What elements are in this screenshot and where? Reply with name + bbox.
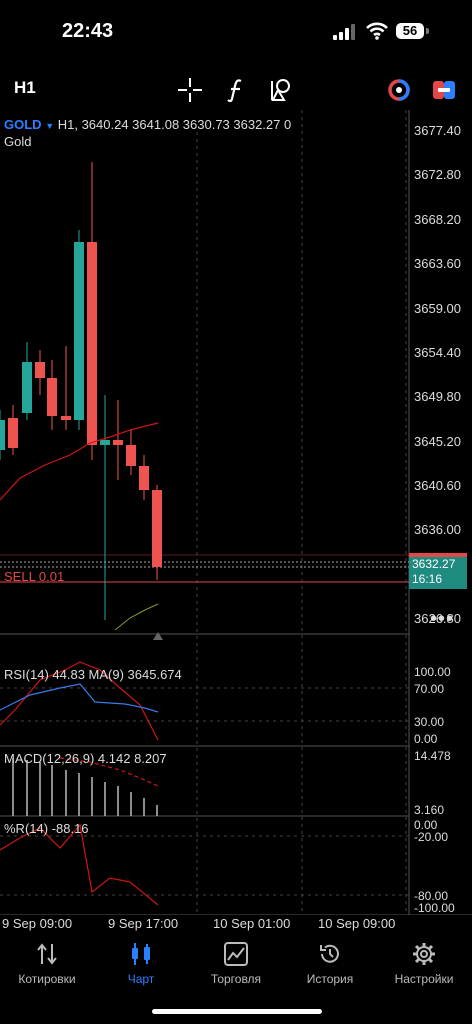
nav-quotes[interactable]: Котировки bbox=[0, 940, 94, 992]
macd-title: MACD(12,26,9) 4.142 8.207 bbox=[4, 751, 167, 766]
rsi-level: 0.00 bbox=[414, 732, 438, 746]
candle-body bbox=[0, 420, 5, 450]
moving-average-line bbox=[0, 422, 159, 501]
rsi-level: 70.00 bbox=[414, 682, 445, 696]
trade-icon bbox=[224, 942, 248, 966]
chart-icon bbox=[132, 943, 150, 965]
wpr-title: %R(14) -88.16 bbox=[4, 821, 89, 836]
symbol-description: Gold bbox=[4, 134, 32, 149]
candle-body bbox=[74, 242, 84, 420]
price-axis-label: 3663.60 bbox=[414, 256, 461, 271]
battery-tip bbox=[426, 28, 429, 34]
indicator-line bbox=[114, 603, 159, 631]
price-chart[interactable] bbox=[0, 110, 472, 915]
candle-body bbox=[87, 242, 97, 445]
price-axis-label: 3626.80 bbox=[414, 611, 461, 626]
macd-level: 14.478 bbox=[414, 749, 451, 763]
candle-body bbox=[139, 466, 149, 490]
ohlc-values: H1, 3640.24 3641.08 3630.73 3632.27 0 bbox=[57, 117, 292, 132]
time-axis-label: 10 Sep 01:00 bbox=[213, 916, 291, 931]
wpr-level: -20.00 bbox=[414, 830, 449, 844]
candle-body bbox=[47, 378, 57, 416]
nav-settings[interactable]: Настройки bbox=[377, 940, 471, 992]
current-price: 3632.27 bbox=[412, 557, 456, 571]
crosshair-icon[interactable] bbox=[178, 78, 202, 102]
nav-label: История bbox=[306, 972, 354, 986]
quotes-icon bbox=[37, 943, 57, 965]
current-price-marker: 3632.27 16:16 bbox=[409, 557, 467, 589]
time-axis-label: 9 Sep 09:00 bbox=[2, 916, 73, 931]
price-axis-label: 3672.80 bbox=[414, 167, 461, 182]
rsi-line bbox=[0, 661, 159, 741]
nav-trade[interactable]: Торговля bbox=[189, 940, 283, 992]
settings-icon bbox=[413, 943, 435, 965]
price-axis-label: 3668.20 bbox=[414, 212, 461, 227]
status-time: 22:43 bbox=[62, 20, 114, 42]
cellular-signal-icon bbox=[333, 24, 355, 40]
home-indicator bbox=[152, 1009, 322, 1014]
candle-body bbox=[126, 445, 136, 466]
rsi-ma-line bbox=[0, 683, 159, 713]
nav-label: Торговля bbox=[210, 972, 262, 986]
price-axis-label: 3640.60 bbox=[414, 478, 461, 493]
macd-level: 3.160 bbox=[414, 803, 445, 817]
nav-chart[interactable]: Чарт bbox=[94, 940, 188, 992]
price-axis-label: 3645.20 bbox=[414, 434, 461, 449]
time-axis-label: 9 Sep 17:00 bbox=[108, 916, 179, 931]
symbol-dropdown-icon[interactable]: ▼ bbox=[45, 121, 55, 131]
wifi-icon bbox=[366, 22, 388, 40]
candle-body bbox=[152, 490, 162, 567]
symbol-info: GOLD ▼ H1, 3640.24 3641.08 3630.73 3632.… bbox=[4, 117, 291, 132]
nav-label: Настройки bbox=[394, 972, 454, 986]
time-axis-label: 10 Sep 09:00 bbox=[318, 916, 396, 931]
symbol-name[interactable]: GOLD bbox=[4, 117, 42, 132]
new-order-icon[interactable] bbox=[432, 80, 456, 100]
sell-position-label[interactable]: SELL 0.01 bbox=[4, 569, 65, 584]
objects-icon[interactable] bbox=[270, 78, 294, 102]
price-axis-label: 3636.00 bbox=[414, 522, 461, 537]
price-axis-label: 3659.00 bbox=[414, 301, 461, 316]
triangle-marker bbox=[153, 632, 163, 640]
battery-icon: 56 bbox=[396, 23, 424, 39]
more-icon[interactable]: ••• bbox=[430, 608, 455, 630]
one-click-trading-icon[interactable] bbox=[388, 79, 410, 101]
rsi-level: 30.00 bbox=[414, 715, 445, 729]
wpr-level: -100.00 bbox=[414, 901, 455, 915]
williams-r-line bbox=[0, 823, 159, 906]
timeframe-button[interactable]: H1 bbox=[14, 78, 36, 97]
bar-countdown: 16:16 bbox=[412, 572, 443, 586]
nav-history[interactable]: История bbox=[283, 940, 377, 992]
candle-body bbox=[100, 440, 110, 445]
wpr-level: -80.00 bbox=[414, 889, 449, 903]
candle-body bbox=[22, 362, 32, 413]
nav-label: Чарт bbox=[127, 972, 155, 986]
price-axis-label: 3654.40 bbox=[414, 345, 461, 360]
rsi-level: 100.00 bbox=[414, 665, 451, 679]
nav-label: Котировки bbox=[18, 972, 76, 986]
candle-body bbox=[61, 416, 71, 420]
candle-body bbox=[8, 418, 18, 448]
candle-body bbox=[35, 362, 45, 378]
indicators-icon[interactable] bbox=[226, 77, 246, 103]
rsi-title: RSI(14) 44.83 MA(9) 3645.674 bbox=[4, 667, 182, 682]
candle-body bbox=[113, 440, 123, 445]
price-axis-label: 3677.40 bbox=[414, 123, 461, 138]
history-icon bbox=[320, 944, 339, 963]
price-axis-label: 3649.80 bbox=[414, 389, 461, 404]
wpr-level: 0.00 bbox=[414, 818, 438, 832]
